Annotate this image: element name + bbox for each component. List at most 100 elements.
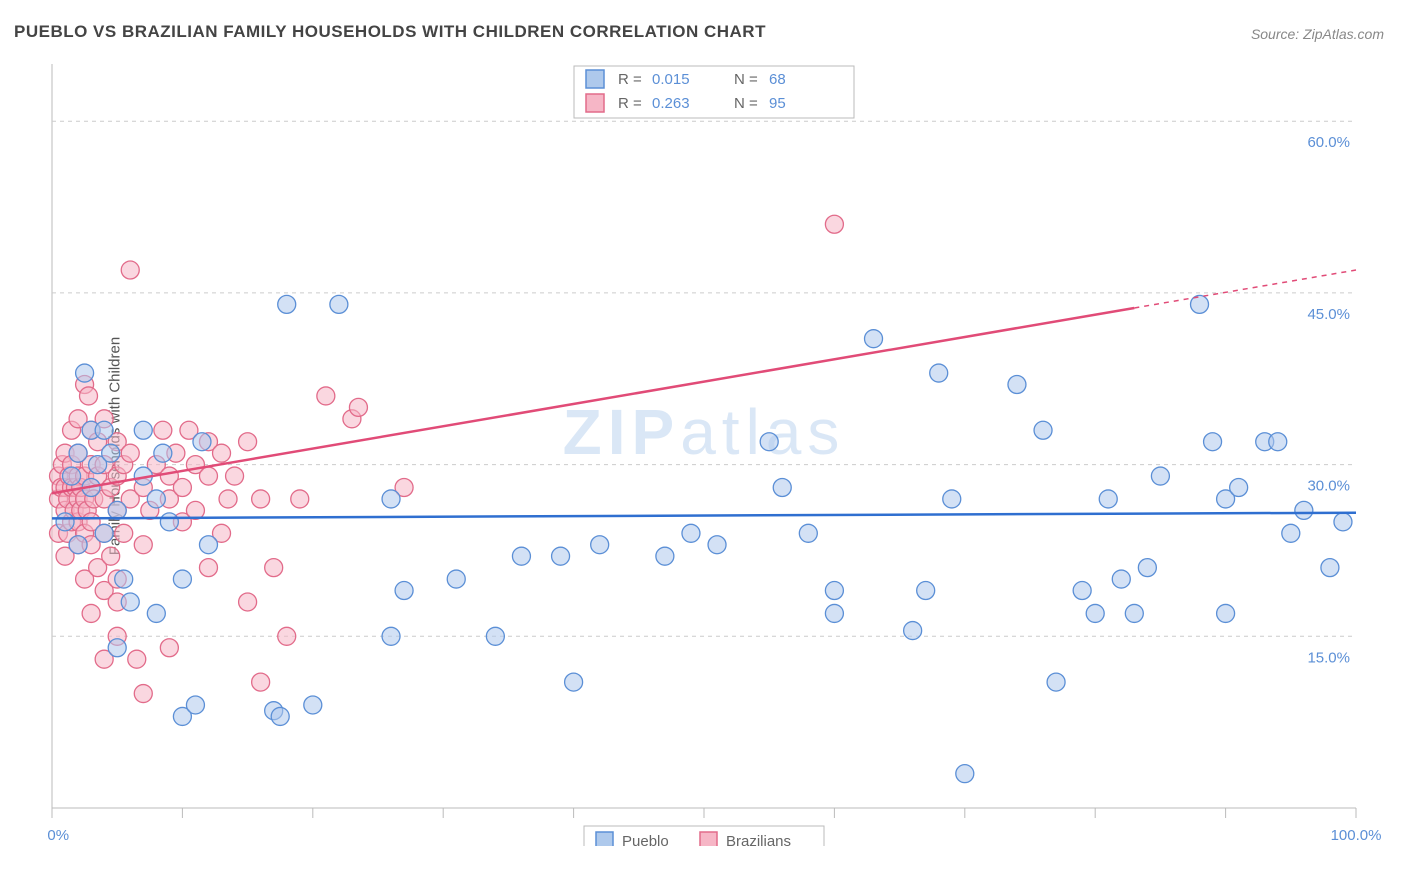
data-point-pueblo <box>930 364 948 382</box>
data-point-pueblo <box>186 696 204 714</box>
chart-source: Source: ZipAtlas.com <box>1251 26 1384 42</box>
data-point-brazilians <box>219 490 237 508</box>
data-point-brazilians <box>121 261 139 279</box>
data-point-pueblo <box>1112 570 1130 588</box>
data-point-brazilians <box>160 639 178 657</box>
legend-r-value: 0.263 <box>652 95 690 112</box>
legend-swatch <box>700 832 717 846</box>
data-point-brazilians <box>199 467 217 485</box>
data-point-brazilians <box>199 559 217 577</box>
x-tick-label: 0.0% <box>46 827 69 844</box>
data-point-pueblo <box>773 479 791 497</box>
data-point-pueblo <box>1217 604 1235 622</box>
data-point-pueblo <box>447 570 465 588</box>
data-point-pueblo <box>1073 582 1091 600</box>
legend-series-label: Brazilians <box>726 833 791 846</box>
data-point-pueblo <box>278 295 296 313</box>
data-point-pueblo <box>956 765 974 783</box>
data-point-pueblo <box>121 593 139 611</box>
data-point-pueblo <box>134 421 152 439</box>
data-point-pueblo <box>1086 604 1104 622</box>
data-point-pueblo <box>825 582 843 600</box>
data-point-pueblo <box>69 444 87 462</box>
watermark: ZIPatlas <box>563 396 846 468</box>
trend-line-pueblo <box>52 513 1356 519</box>
data-point-pueblo <box>486 627 504 645</box>
data-point-pueblo <box>271 707 289 725</box>
data-point-pueblo <box>395 582 413 600</box>
data-point-pueblo <box>1034 421 1052 439</box>
data-point-brazilians <box>121 444 139 462</box>
data-point-pueblo <box>1204 433 1222 451</box>
data-point-pueblo <box>154 444 172 462</box>
data-point-pueblo <box>193 433 211 451</box>
chart-title: PUEBLO VS BRAZILIAN FAMILY HOUSEHOLDS WI… <box>14 22 766 42</box>
data-point-brazilians <box>134 536 152 554</box>
data-point-pueblo <box>591 536 609 554</box>
data-point-brazilians <box>239 593 257 611</box>
data-point-brazilians <box>154 421 172 439</box>
data-point-pueblo <box>825 604 843 622</box>
legend-r-label: R = <box>618 71 642 88</box>
trend-line-brazilians-extrap <box>1134 270 1356 308</box>
data-point-pueblo <box>565 673 583 691</box>
data-point-pueblo <box>95 524 113 542</box>
data-point-pueblo <box>108 501 126 519</box>
data-point-brazilians <box>317 387 335 405</box>
data-point-pueblo <box>95 421 113 439</box>
data-point-brazilians <box>252 490 270 508</box>
data-point-brazilians <box>265 559 283 577</box>
legend-n-label: N = <box>734 71 758 88</box>
legend-n-value: 95 <box>769 95 786 112</box>
data-point-pueblo <box>102 444 120 462</box>
data-point-brazilians <box>349 398 367 416</box>
data-point-brazilians <box>291 490 309 508</box>
scatter-plot: 15.0%30.0%45.0%60.0%0.0%100.0%ZIPatlasR … <box>46 56 1386 846</box>
y-tick-label: 30.0% <box>1307 478 1350 495</box>
data-point-pueblo <box>1099 490 1117 508</box>
data-point-pueblo <box>552 547 570 565</box>
legend-swatch <box>586 94 604 112</box>
legend-swatch <box>596 832 613 846</box>
data-point-pueblo <box>865 330 883 348</box>
data-point-pueblo <box>656 547 674 565</box>
y-tick-label: 45.0% <box>1307 306 1350 323</box>
data-point-brazilians <box>278 627 296 645</box>
data-point-pueblo <box>708 536 726 554</box>
legend-n-label: N = <box>734 95 758 112</box>
data-point-pueblo <box>160 513 178 531</box>
data-point-brazilians <box>128 650 146 668</box>
data-point-brazilians <box>80 387 98 405</box>
data-point-pueblo <box>69 536 87 554</box>
data-point-brazilians <box>213 444 231 462</box>
legend-series-label: Pueblo <box>622 833 669 846</box>
legend-n-value: 68 <box>769 71 786 88</box>
data-point-pueblo <box>904 622 922 640</box>
y-tick-label: 60.0% <box>1307 134 1350 151</box>
data-point-pueblo <box>330 295 348 313</box>
data-point-pueblo <box>1191 295 1209 313</box>
data-point-brazilians <box>134 685 152 703</box>
data-point-pueblo <box>1334 513 1352 531</box>
data-point-brazilians <box>825 215 843 233</box>
data-point-pueblo <box>173 570 191 588</box>
data-point-brazilians <box>173 479 191 497</box>
data-point-pueblo <box>108 639 126 657</box>
data-point-pueblo <box>147 490 165 508</box>
data-point-pueblo <box>1138 559 1156 577</box>
chart-container: PUEBLO VS BRAZILIAN FAMILY HOUSEHOLDS WI… <box>0 0 1406 892</box>
data-point-pueblo <box>199 536 217 554</box>
data-point-pueblo <box>1321 559 1339 577</box>
data-point-pueblo <box>115 570 133 588</box>
data-point-pueblo <box>382 490 400 508</box>
legend-swatch <box>586 70 604 88</box>
data-point-pueblo <box>1047 673 1065 691</box>
data-point-pueblo <box>512 547 530 565</box>
data-point-pueblo <box>147 604 165 622</box>
data-point-pueblo <box>760 433 778 451</box>
legend-r-value: 0.015 <box>652 71 690 88</box>
data-point-pueblo <box>1269 433 1287 451</box>
data-point-pueblo <box>56 513 74 531</box>
data-point-pueblo <box>1151 467 1169 485</box>
legend-stats-box <box>574 66 854 118</box>
